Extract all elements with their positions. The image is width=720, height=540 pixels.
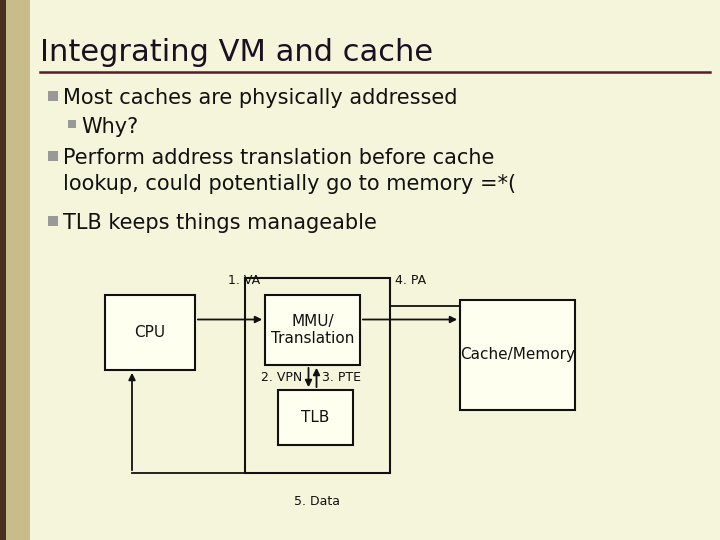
Bar bbox=[68, 120, 76, 128]
Bar bbox=[460, 300, 575, 410]
Bar bbox=[48, 216, 58, 226]
Text: TLB keeps things manageable: TLB keeps things manageable bbox=[63, 213, 377, 233]
Text: Integrating VM and cache: Integrating VM and cache bbox=[40, 38, 433, 67]
Bar bbox=[48, 151, 58, 161]
Bar bbox=[0, 0, 30, 540]
Text: TLB: TLB bbox=[301, 410, 330, 425]
Bar bbox=[0, 0, 6, 540]
Bar bbox=[105, 295, 195, 370]
Text: CPU: CPU bbox=[135, 325, 166, 340]
Text: Why?: Why? bbox=[81, 117, 138, 137]
Text: Most caches are physically addressed: Most caches are physically addressed bbox=[63, 88, 457, 108]
Text: 5. Data: 5. Data bbox=[294, 495, 341, 508]
Text: Cache/Memory: Cache/Memory bbox=[460, 348, 575, 362]
Bar bbox=[265, 295, 360, 365]
Text: MMU/
Translation: MMU/ Translation bbox=[271, 314, 354, 346]
Bar bbox=[278, 390, 353, 445]
Text: 2. VPN: 2. VPN bbox=[261, 371, 302, 384]
Text: 1. VA: 1. VA bbox=[228, 274, 260, 287]
Text: 4. PA: 4. PA bbox=[395, 274, 426, 287]
Text: Perform address translation before cache
lookup, could potentially go to memory : Perform address translation before cache… bbox=[63, 148, 516, 194]
Bar bbox=[245, 278, 390, 473]
Text: 3. PTE: 3. PTE bbox=[323, 371, 361, 384]
Bar bbox=[48, 91, 58, 101]
